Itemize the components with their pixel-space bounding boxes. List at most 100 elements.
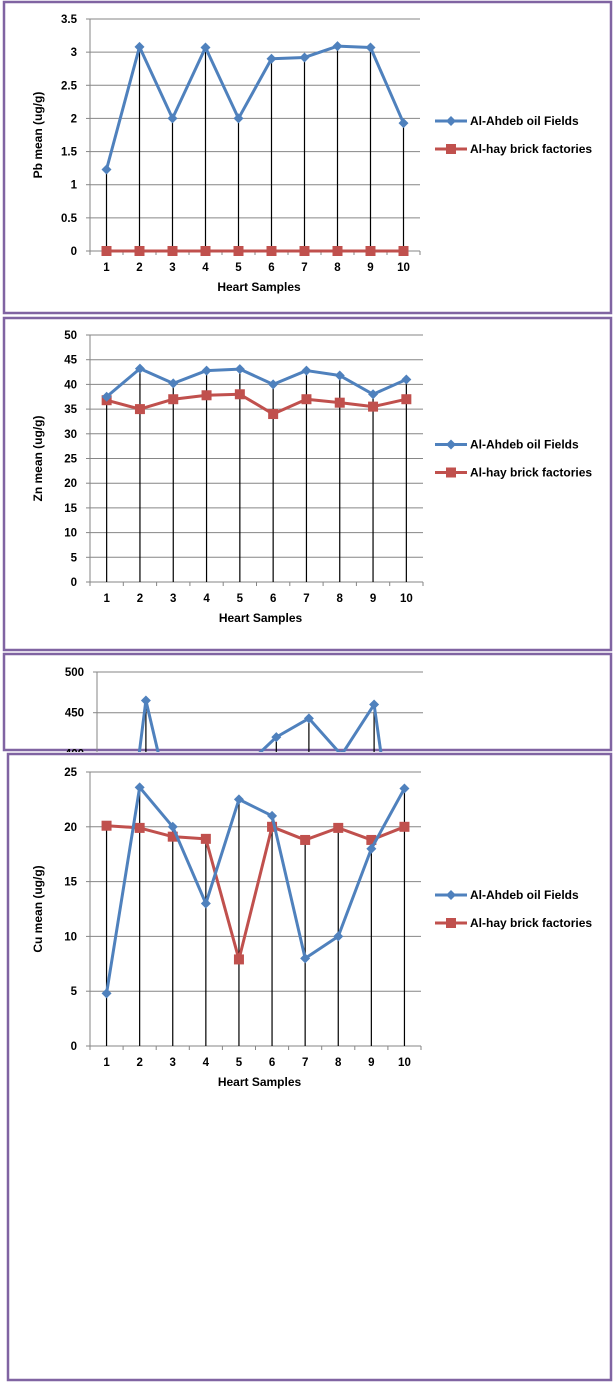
data-point-diamond [301,365,312,376]
legend-label: Al-hay brick factories [470,916,592,930]
data-point-diamond [101,391,112,402]
data-point-diamond [101,164,112,175]
x-axis-label: Heart Samples [218,1075,302,1089]
data-point-square [333,822,344,833]
data-point-square [134,246,145,256]
series-line-al-ahdeb [105,785,406,994]
y-tick-label: 5 [71,986,78,998]
legend-label: Al-Ahdeb oil Fields [470,114,579,128]
data-point-square [399,821,410,832]
data-point-diamond [167,821,178,832]
series-line-al-hay [106,392,407,416]
x-tick-label: 10 [398,1057,411,1069]
data-point-square [401,394,412,405]
data-point-square [366,834,377,845]
y-tick-label: 5 [71,552,78,564]
legend-label: Al-hay brick factories [470,142,592,156]
data-point-diamond [333,931,344,942]
y-tick-label: 15 [64,503,77,515]
data-point-square [134,822,145,833]
x-tick-label: 10 [400,593,413,605]
x-axis-label: Heart Samples [217,280,301,294]
data-point-diamond [365,42,376,53]
y-tick-label: 40 [64,379,77,391]
data-point-diamond [234,364,245,375]
y-tick-label: 35 [64,404,77,416]
data-point-diamond [101,988,112,999]
data-point-diamond [134,41,145,52]
x-tick-label: 2 [136,262,142,274]
data-point-square [267,821,278,832]
data-point-diamond [398,118,409,129]
x-tick-label: 2 [137,593,143,605]
y-axis-label: Pb mean (ug/g) [31,92,45,179]
x-tick-label: 5 [235,262,242,274]
data-point-square [101,820,112,831]
data-point-square [334,397,345,408]
data-point-square [268,409,279,420]
data-point-square [200,833,211,844]
data-point-square [167,831,178,842]
y-axis-label: Cu mean (ug/g) [31,865,45,952]
zn-chart-panel: 0 5 10 15 20 25 30 35 40 45 50 1 2 3 4 5 6 7 8 9 10 Heart Sam… [0,315,615,652]
y-tick-label: 20 [64,822,77,834]
series-line-al-ahdeb [137,698,383,752]
y-tick-label: 2 [71,113,77,125]
x-tick-label: 2 [136,1057,142,1069]
x-tick-label: 4 [203,593,210,605]
y-tick-label: 3 [71,47,77,59]
x-tick-label: 9 [368,1057,374,1069]
y-tick-label: 0 [71,246,77,258]
y-tick-label: 25 [64,454,77,466]
data-point-diamond [369,699,380,710]
x-axis-label: Heart Samples [219,611,303,625]
data-point-diamond [200,898,211,909]
data-point-square [134,404,145,415]
x-tick-label: 1 [103,1057,110,1069]
panel-frame [2,0,613,315]
legend-label: Al-Ahdeb oil Fields [470,438,579,452]
data-point-square [234,389,245,400]
x-tick-label: 8 [337,593,344,605]
cu-chart-panel: 0 5 10 15 20 25 1 2 3 4 5 6 7 8 9 10 Heart Samples Cu mea… [0,752,615,1382]
legend-marker-diamond [446,116,456,126]
legend-marker-diamond [446,439,456,450]
y-tick-label: 1 [71,180,78,192]
x-tick-label: 7 [303,593,309,605]
x-tick-label: 6 [269,1057,275,1069]
data-point-diamond [268,379,279,390]
data-point-square [301,394,312,405]
data-point-diamond [134,782,145,793]
panel-frame [6,752,613,1382]
data-point-square [398,246,409,256]
data-point-diamond [134,363,145,374]
data-point-square [201,390,212,401]
y-tick-label: 15 [64,877,77,889]
x-tick-label: 6 [270,593,276,605]
y-tick-label: 400 [65,748,84,752]
data-point-diamond [401,374,412,385]
pb-chart-svg: 0 0.5 1 1.5 2 2.5 3 3.5 1 2 3 4 5 6 7 8 9 10 Heart Samples… [2,0,613,315]
legend-label: Al-Ahdeb oil Fields [470,888,579,902]
data-point-square [200,246,211,256]
data-point-diamond [368,389,379,400]
y-tick-label: 3.5 [61,14,78,26]
x-tick-label: 8 [335,1057,342,1069]
data-point-square [299,246,310,256]
legend-marker-diamond [446,890,456,900]
pb-chart: 0 0.5 1 1.5 2 2.5 3 3.5 1 2 3 4 5 6 7 8 9 10 Heart Samples… [31,14,592,294]
data-point-square [233,246,244,256]
fe-chart-svg: 0501001502002503003504004505001234567891… [2,652,613,752]
data-point-diamond [334,370,345,381]
data-point-square [101,246,112,256]
data-point-diamond [399,783,410,794]
x-tick-label: 1 [103,262,110,274]
data-point-square [368,401,379,412]
cu-chart-svg: 0 5 10 15 20 25 1 2 3 4 5 6 7 8 9 10 Heart Samples Cu mea… [6,752,613,1382]
data-point-diamond [339,750,344,752]
panel-frame [2,652,613,752]
y-tick-label: 450 [65,708,84,720]
x-tick-label: 9 [370,593,376,605]
y-tick-label: 1.5 [61,147,78,159]
